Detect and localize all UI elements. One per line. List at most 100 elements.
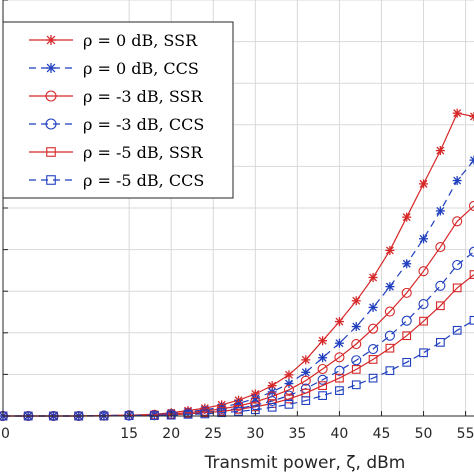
marker-circle bbox=[435, 242, 446, 253]
marker-square bbox=[435, 301, 445, 311]
marker-stroke bbox=[268, 381, 277, 390]
marker-asterisk bbox=[368, 272, 378, 282]
marker-stroke bbox=[46, 35, 56, 45]
legend-label: ρ = -3 dB, CCS bbox=[83, 115, 204, 134]
marker-square bbox=[469, 315, 474, 325]
marker-circle bbox=[468, 246, 474, 257]
marker-asterisk bbox=[46, 35, 56, 45]
marker-square bbox=[385, 366, 395, 376]
marker-asterisk bbox=[452, 176, 462, 186]
marker-circle bbox=[300, 375, 311, 386]
marker-square bbox=[284, 394, 294, 404]
marker-square bbox=[435, 337, 445, 347]
legend-label: ρ = 0 dB, CCS bbox=[83, 59, 199, 78]
legend: ρ = 0 dB, SSR ρ = 0 dB, CCS ρ = -3 dB, SSR… bbox=[2, 21, 234, 199]
x-tick-label: 30 bbox=[246, 426, 264, 442]
legend-label: ρ = -5 dB, CCS bbox=[83, 171, 204, 190]
marker-square bbox=[402, 331, 412, 341]
marker-stroke bbox=[301, 355, 310, 364]
marker-asterisk bbox=[301, 355, 311, 365]
marker-asterisk bbox=[402, 259, 412, 269]
marker-circle bbox=[418, 266, 429, 277]
marker-stroke bbox=[453, 176, 462, 185]
marker-stroke bbox=[318, 336, 327, 345]
marker-stroke bbox=[369, 273, 378, 282]
marker-asterisk bbox=[452, 108, 462, 118]
marker-circle bbox=[334, 365, 345, 376]
series-line bbox=[3, 251, 474, 417]
marker-stroke bbox=[419, 179, 428, 188]
marker-circle bbox=[452, 259, 463, 271]
marker-square bbox=[452, 325, 462, 335]
marker-stroke bbox=[402, 213, 411, 222]
marker-asterisk bbox=[435, 206, 445, 216]
marker-circle bbox=[368, 343, 379, 355]
x-tick-label: 15 bbox=[120, 426, 138, 442]
marker-square bbox=[234, 407, 243, 416]
marker-asterisk bbox=[469, 111, 474, 121]
marker-stroke bbox=[335, 317, 344, 326]
marker-circle bbox=[384, 330, 395, 341]
marker-square bbox=[267, 402, 277, 412]
legend-entry: ρ = 0 dB, CCS bbox=[29, 59, 199, 78]
marker-stroke bbox=[470, 159, 474, 165]
legend-entry: ρ = -5 dB, SSR bbox=[29, 143, 203, 162]
marker-square bbox=[318, 381, 327, 391]
marker-stroke bbox=[46, 63, 56, 73]
ticks: 0 15 20 25 30 35 40 45 50 55 bbox=[1, 0, 474, 442]
marker-stroke bbox=[419, 234, 428, 243]
marker-circle bbox=[351, 338, 362, 350]
marker-square bbox=[419, 316, 428, 326]
series-line bbox=[3, 205, 474, 417]
marker-stroke bbox=[470, 112, 474, 118]
marker-square bbox=[46, 175, 56, 185]
marker-square bbox=[402, 357, 412, 367]
x-tick-label: 50 bbox=[415, 426, 433, 442]
marker-circle bbox=[267, 395, 278, 407]
marker-stroke bbox=[470, 156, 474, 162]
marker-stroke bbox=[301, 368, 310, 377]
marker-asterisk bbox=[301, 367, 311, 377]
x-tick-label: 0 bbox=[1, 426, 10, 442]
legend-entry: ρ = -3 dB, CCS bbox=[29, 115, 204, 134]
x-axis-title: Transmit power, ζ, dBm bbox=[204, 453, 406, 473]
marker-stroke bbox=[284, 370, 293, 379]
marker-asterisk bbox=[318, 353, 328, 363]
series-line bbox=[3, 319, 474, 417]
marker-square bbox=[368, 373, 378, 383]
legend-box bbox=[2, 21, 234, 199]
marker-stroke bbox=[402, 259, 411, 268]
marker-stroke bbox=[385, 246, 394, 255]
legend-label: ρ = 0 dB, SSR bbox=[83, 31, 198, 50]
marker-circle bbox=[45, 90, 57, 102]
marker-asterisk bbox=[368, 302, 378, 312]
marker-stroke bbox=[385, 282, 394, 291]
marker-asterisk bbox=[351, 296, 361, 306]
marker-square bbox=[46, 147, 56, 157]
marker-square bbox=[452, 283, 462, 293]
marker-stroke bbox=[335, 339, 344, 348]
marker-square bbox=[368, 355, 378, 364]
x-tick-label: 20 bbox=[162, 426, 180, 442]
marker-asterisk bbox=[334, 317, 344, 327]
series bbox=[0, 200, 474, 422]
x-tick-label: 40 bbox=[331, 426, 349, 442]
x-tick-label: 35 bbox=[288, 426, 306, 442]
marker-circle bbox=[384, 306, 395, 317]
legend-label: ρ = -5 dB, SSR bbox=[83, 143, 203, 162]
series bbox=[0, 270, 474, 421]
marker-square bbox=[385, 343, 395, 353]
marker-square bbox=[335, 386, 344, 395]
legend-entry: ρ = -3 dB, SSR bbox=[29, 87, 203, 106]
marker-square bbox=[183, 409, 193, 419]
marker-circle bbox=[233, 400, 244, 412]
marker-stroke bbox=[470, 115, 474, 121]
marker-square bbox=[335, 373, 344, 383]
marker-asterisk bbox=[318, 336, 328, 346]
marker-stroke bbox=[352, 296, 361, 305]
marker-stroke bbox=[318, 353, 327, 362]
marker-stroke bbox=[369, 303, 378, 312]
marker-circle bbox=[317, 374, 328, 385]
marker-square bbox=[318, 391, 327, 400]
